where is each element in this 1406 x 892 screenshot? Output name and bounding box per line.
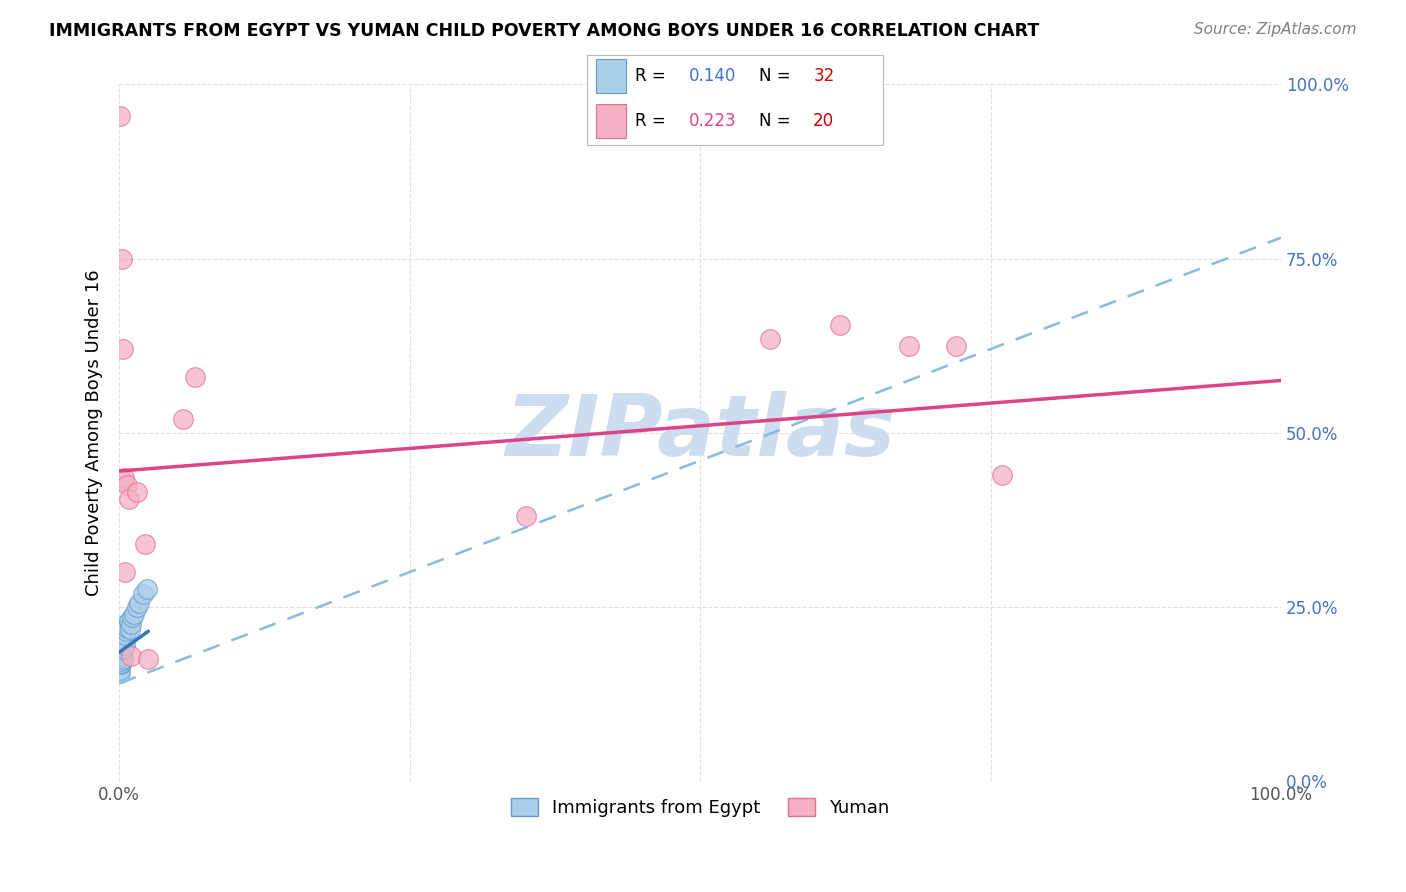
Point [136,652,159,666]
Text: 0.223: 0.223 [689,112,737,130]
Point [125,484,148,499]
Point [110,657,132,671]
Bar [596,104,626,138]
Point [898,338,921,352]
Text: N =: N = [759,67,796,85]
Text: R =: R = [636,112,671,130]
Point [111,640,134,655]
Point [128,596,150,610]
Text: N =: N = [759,112,796,130]
Text: 20: 20 [813,112,834,130]
Point [117,491,139,506]
Point [114,638,136,652]
Point [110,654,132,668]
Text: 32: 32 [813,67,835,85]
Point [112,471,135,485]
Point [121,610,143,624]
Point [759,332,782,346]
Point [111,648,134,663]
Point [945,338,967,352]
Point [111,652,134,666]
Point [134,537,156,551]
Point [110,645,132,659]
Point [114,628,136,642]
Point [131,587,153,601]
Point [112,641,135,656]
Text: 0.140: 0.140 [689,67,737,85]
Point [115,617,138,632]
Point [117,621,139,635]
Point [110,109,132,123]
FancyBboxPatch shape [586,55,883,145]
Point [111,475,134,489]
Point [110,656,132,670]
Point [108,666,131,681]
Point [136,582,159,597]
Legend: Immigrants from Egypt, Yuman: Immigrants from Egypt, Yuman [503,790,897,824]
Text: R =: R = [636,67,671,85]
Point [110,645,132,659]
Point [124,607,146,621]
Point [172,411,194,425]
Point [118,622,141,636]
Point [114,565,136,579]
Text: ZIPatlas: ZIPatlas [505,392,896,475]
Text: IMMIGRANTS FROM EGYPT VS YUMAN CHILD POVERTY AMONG BOYS UNDER 16 CORRELATION CHA: IMMIGRANTS FROM EGYPT VS YUMAN CHILD POV… [49,22,1039,40]
Point [120,617,142,632]
Point [114,634,136,648]
Point [120,648,142,663]
Point [111,342,134,356]
Point [117,478,139,492]
Point [515,509,537,524]
Point [125,599,148,614]
Bar [596,59,626,93]
Point [111,638,134,652]
Point [117,614,139,628]
Point [111,643,134,657]
Point [110,652,132,666]
Point [112,631,135,645]
Point [110,650,132,665]
Point [108,663,131,677]
Point [110,252,132,266]
Point [828,318,851,332]
Point [991,467,1014,482]
Y-axis label: Child Poverty Among Boys Under 16: Child Poverty Among Boys Under 16 [86,269,103,596]
Point [115,624,138,639]
Text: Source: ZipAtlas.com: Source: ZipAtlas.com [1194,22,1357,37]
Point [184,370,207,384]
Point [112,636,135,650]
